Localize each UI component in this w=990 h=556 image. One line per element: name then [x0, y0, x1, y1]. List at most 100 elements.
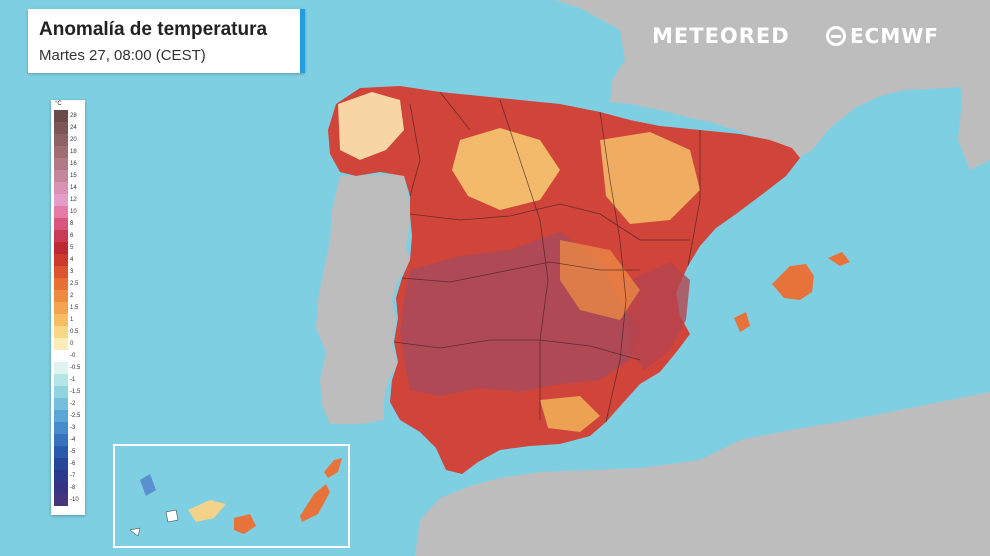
legend-label: 1 — [70, 317, 74, 323]
legend-label: -1 — [70, 377, 76, 383]
legend-label: -2 — [70, 401, 76, 407]
legend-label: 2.5 — [70, 281, 79, 287]
legend-label: 18 — [70, 149, 77, 155]
color-legend: °C 28 24 20 18 16 15 14 12 10 8 6 5 4 3 2.5 2 1.5 1 0.5 0 -0… — [51, 100, 85, 515]
legend-label: 24 — [70, 125, 77, 131]
legend-swatch — [54, 122, 68, 134]
northwest-anomaly-light — [338, 92, 404, 160]
legend-swatch — [54, 242, 68, 254]
gran-canaria-island — [234, 514, 256, 534]
ecmwf-label: ECMWF — [850, 24, 939, 48]
canary-islands — [129, 458, 342, 537]
legend-label: 1.5 — [70, 305, 79, 311]
legend-swatch — [54, 194, 68, 206]
ecmwf-icon — [826, 26, 846, 46]
title-panel: Anomalía de temperatura Martes 27, 08:00… — [28, 9, 305, 73]
legend-label: -8 — [70, 485, 76, 491]
legend-swatch — [54, 266, 68, 278]
legend-label: 0 — [70, 341, 74, 347]
legend-label: 8 — [70, 221, 74, 227]
legend-label: 3 — [70, 269, 74, 275]
legend-swatch — [54, 134, 68, 146]
legend-swatch — [54, 482, 68, 494]
legend-label: -7 — [70, 473, 76, 479]
la-palma-island — [140, 474, 156, 496]
legend-label: 6 — [70, 233, 74, 239]
legend-swatch — [54, 410, 68, 422]
legend-swatch — [54, 182, 68, 194]
ibiza-island — [734, 312, 750, 332]
menorca-island — [828, 252, 850, 266]
legend-swatch — [54, 278, 68, 290]
legend-label: -4 — [70, 437, 76, 443]
legend-color-bar — [54, 110, 68, 512]
legend-swatch — [54, 290, 68, 302]
legend-label: 14 — [70, 185, 77, 191]
lanzarote-island — [324, 458, 342, 478]
legend-swatch — [54, 218, 68, 230]
mallorca-island — [772, 264, 814, 300]
legend-swatch — [54, 422, 68, 434]
legend-label: -6 — [70, 461, 76, 467]
tenerife-island — [188, 500, 226, 522]
france-land — [555, 0, 990, 160]
legend-label: -5 — [70, 449, 76, 455]
legend-swatch — [54, 494, 68, 506]
legend-label: 20 — [70, 137, 77, 143]
legend-swatch — [54, 374, 68, 386]
legend-label: -0.5 — [70, 365, 81, 371]
region-borders — [393, 91, 701, 423]
north-anomaly-light — [452, 128, 560, 210]
legend-swatch — [54, 386, 68, 398]
sardinia-land — [958, 52, 990, 170]
legend-label: -2.5 — [70, 413, 81, 419]
legend-labels: 28 24 20 18 16 15 14 12 10 8 6 5 4 3 2.5 2 1.5 1 0.5 0 -0 -0.… — [70, 110, 84, 506]
meteored-logo: METEORED — [652, 24, 790, 48]
fuerteventura-island — [300, 484, 330, 522]
legend-label: 4 — [70, 257, 74, 263]
map-title: Anomalía de temperatura — [39, 19, 268, 40]
legend-label: 5 — [70, 245, 74, 251]
northeast-anomaly-light — [600, 132, 700, 224]
legend-swatch — [54, 458, 68, 470]
legend-swatch — [54, 110, 68, 122]
south-anomaly-light — [540, 396, 600, 432]
legend-swatch — [54, 362, 68, 374]
legend-swatch — [54, 206, 68, 218]
legend-swatch — [54, 170, 68, 182]
legend-swatch — [54, 254, 68, 266]
portugal-land — [316, 174, 410, 424]
canary-inset-frame — [113, 444, 350, 548]
legend-swatch — [54, 446, 68, 458]
legend-swatch — [54, 350, 68, 362]
legend-swatch — [54, 434, 68, 446]
legend-swatch — [54, 230, 68, 242]
legend-swatch — [54, 302, 68, 314]
legend-label: 0.5 — [70, 329, 79, 335]
legend-label: 10 — [70, 209, 77, 215]
legend-swatch — [54, 158, 68, 170]
ecmwf-logo: ECMWF — [826, 24, 939, 48]
legend-swatch — [54, 146, 68, 158]
east-anomaly-dark — [628, 262, 690, 370]
legend-label: 2 — [70, 293, 74, 299]
legend-swatch — [54, 398, 68, 410]
legend-label: 16 — [70, 161, 77, 167]
legend-swatch — [54, 314, 68, 326]
legend-label: 12 — [70, 197, 77, 203]
legend-label: -1.5 — [70, 389, 81, 395]
africa-land — [415, 392, 990, 556]
legend-swatch — [54, 470, 68, 482]
legend-label: -10 — [70, 497, 79, 503]
legend-label: 15 — [70, 173, 77, 179]
central-anomaly-mid — [560, 240, 640, 320]
la-gomera-island — [165, 509, 179, 523]
legend-label: 28 — [70, 113, 77, 119]
legend-label: -0 — [70, 353, 76, 359]
el-hierro-island — [129, 527, 141, 537]
legend-label: -3 — [70, 425, 76, 431]
legend-swatch — [54, 338, 68, 350]
map-subtitle: Martes 27, 08:00 (CEST) — [39, 47, 206, 64]
